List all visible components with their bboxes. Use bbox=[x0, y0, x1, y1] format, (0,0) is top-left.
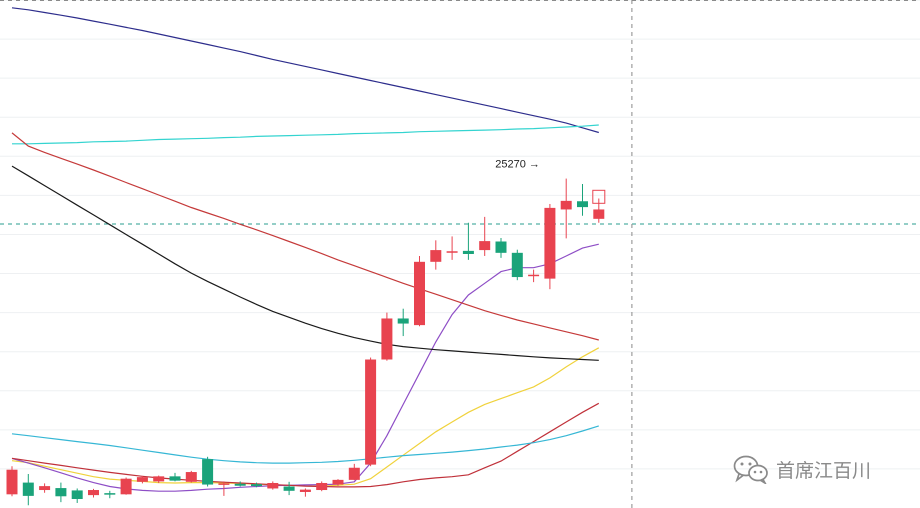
candle-body bbox=[39, 486, 51, 491]
price-annotation: 25270 → bbox=[495, 159, 540, 171]
candle-body bbox=[185, 472, 197, 482]
candle-body bbox=[511, 252, 523, 278]
candle-body bbox=[104, 493, 116, 495]
candle-body bbox=[544, 207, 556, 279]
candle-body bbox=[251, 484, 262, 487]
candle-body bbox=[55, 488, 67, 497]
moving-average-line bbox=[12, 124, 599, 145]
moving-average-line bbox=[11, 165, 599, 361]
candle-body bbox=[88, 490, 99, 496]
moving-average-line bbox=[11, 132, 599, 341]
watermark-text: 首席江百川 bbox=[776, 459, 872, 482]
candle-body bbox=[462, 250, 474, 254]
candle-body bbox=[71, 490, 83, 500]
candle-body bbox=[234, 483, 246, 486]
candle-body bbox=[446, 251, 458, 253]
candle-body bbox=[593, 209, 605, 219]
candle-body bbox=[6, 469, 18, 495]
candle-body bbox=[316, 482, 328, 491]
candle-body bbox=[414, 261, 425, 326]
moving-average-line bbox=[11, 7, 599, 134]
moving-average-line bbox=[11, 425, 599, 464]
candle-body bbox=[430, 250, 442, 262]
candle-body bbox=[218, 483, 230, 485]
candle-body bbox=[381, 318, 393, 360]
moving-average-line bbox=[11, 243, 599, 492]
candle-body bbox=[365, 359, 377, 465]
candle-body bbox=[153, 476, 165, 482]
candle-body bbox=[169, 476, 181, 481]
current-bar-highlight bbox=[592, 189, 606, 204]
candle-body bbox=[267, 482, 279, 489]
candle-body bbox=[528, 274, 540, 277]
candle-body bbox=[397, 318, 409, 324]
moving-average-line bbox=[11, 402, 600, 488]
candle-body bbox=[479, 241, 491, 251]
candle-body bbox=[299, 489, 311, 492]
candle-body bbox=[348, 467, 360, 480]
candle-body bbox=[120, 478, 132, 495]
watermark: 首席江百川 bbox=[732, 454, 871, 484]
candle-body bbox=[560, 200, 572, 210]
wechat-icon bbox=[732, 454, 770, 484]
candle-body bbox=[136, 477, 148, 482]
candle-body bbox=[577, 201, 588, 208]
candle-body bbox=[202, 459, 214, 485]
candle-body bbox=[332, 479, 344, 485]
candle-body bbox=[495, 241, 507, 253]
candle-body bbox=[283, 486, 295, 491]
moving-average-line bbox=[11, 347, 600, 487]
candle-body bbox=[22, 482, 34, 496]
